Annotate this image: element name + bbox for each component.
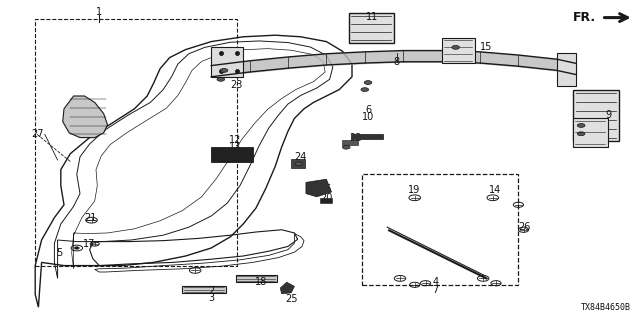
Polygon shape xyxy=(280,282,294,294)
Bar xyxy=(211,147,253,162)
Text: 19: 19 xyxy=(408,185,420,196)
Text: TX84B4650B: TX84B4650B xyxy=(580,303,630,312)
Text: 13: 13 xyxy=(228,141,241,152)
Bar xyxy=(349,13,394,43)
Text: 14: 14 xyxy=(488,185,501,196)
Circle shape xyxy=(577,124,585,127)
Circle shape xyxy=(342,145,350,149)
Circle shape xyxy=(74,247,79,249)
Text: 5: 5 xyxy=(56,248,63,258)
Circle shape xyxy=(364,81,372,84)
Bar xyxy=(351,134,383,139)
Polygon shape xyxy=(306,179,332,197)
Text: FR.: FR. xyxy=(573,11,596,24)
Bar xyxy=(442,38,475,63)
Text: 20: 20 xyxy=(320,193,333,204)
Text: 6: 6 xyxy=(365,105,371,116)
Text: 23: 23 xyxy=(230,80,243,90)
Text: 10: 10 xyxy=(362,112,374,122)
Circle shape xyxy=(217,77,225,81)
Bar xyxy=(182,286,226,293)
Text: 22: 22 xyxy=(349,132,362,143)
Bar xyxy=(320,198,332,203)
Text: 11: 11 xyxy=(366,12,379,22)
Circle shape xyxy=(361,88,369,92)
Text: 1: 1 xyxy=(96,7,102,17)
Bar xyxy=(35,19,237,266)
Bar xyxy=(236,275,277,282)
Text: 18: 18 xyxy=(255,277,268,287)
Circle shape xyxy=(452,45,460,49)
Text: 25: 25 xyxy=(285,294,298,304)
Text: 15: 15 xyxy=(480,42,493,52)
Text: 4: 4 xyxy=(432,276,438,287)
Text: 8: 8 xyxy=(394,57,400,68)
Bar xyxy=(573,118,608,147)
Text: 2: 2 xyxy=(208,285,214,296)
Bar xyxy=(342,140,358,145)
Polygon shape xyxy=(211,47,243,77)
Text: 3: 3 xyxy=(208,292,214,303)
Bar xyxy=(573,90,619,141)
Text: 26: 26 xyxy=(518,222,531,232)
Polygon shape xyxy=(63,96,108,138)
Bar xyxy=(291,159,305,168)
Text: 21: 21 xyxy=(84,212,97,223)
Bar xyxy=(362,174,518,285)
Text: 17: 17 xyxy=(83,239,96,249)
Text: 24: 24 xyxy=(294,152,307,162)
Text: 16: 16 xyxy=(320,184,333,194)
Circle shape xyxy=(295,162,303,166)
Polygon shape xyxy=(557,53,576,86)
Text: 27: 27 xyxy=(31,129,44,140)
Circle shape xyxy=(577,132,585,136)
Circle shape xyxy=(220,68,228,72)
Text: 7: 7 xyxy=(432,284,438,295)
Text: 12: 12 xyxy=(228,135,241,145)
Text: 9: 9 xyxy=(605,110,611,120)
